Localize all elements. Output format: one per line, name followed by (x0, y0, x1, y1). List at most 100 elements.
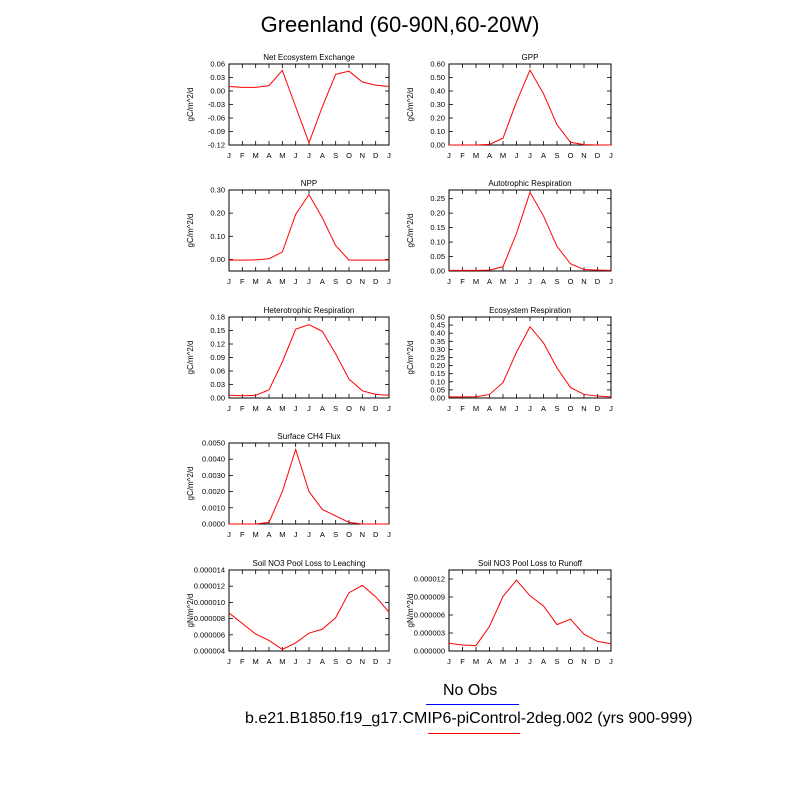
y-tick-label: 0.10 (210, 232, 225, 241)
x-tick-label: J (528, 151, 532, 160)
y-tick-label: 0.00 (430, 267, 445, 276)
plot-frame (228, 442, 390, 525)
legend: No Obs b.e21.B1850.f19_g17.CMIP6-piContr… (0, 680, 800, 740)
x-tick-label: D (595, 657, 601, 666)
x-tick-label: J (515, 277, 519, 286)
y-axis-label: gC/m^2/d (406, 88, 415, 122)
y-tick-label: 0.000006 (194, 630, 225, 639)
y-tick-label: 0.0030 (202, 471, 225, 480)
y-tick-label: 0.0020 (202, 487, 225, 496)
y-tick-label: 0.000012 (194, 582, 225, 591)
chart-panel: Autotrophic Respiration 0.00 0.05 0.10 0.15 0… (406, 179, 613, 286)
x-tick-label: M (253, 657, 259, 666)
plot-frame (228, 569, 390, 652)
series-line (228, 324, 390, 397)
series-line (449, 325, 612, 398)
y-tick-label: 0.00 (430, 394, 445, 403)
x-tick-label: N (581, 657, 586, 666)
x-tick-label: J (528, 277, 532, 286)
y-tick-label: 0.25 (430, 194, 445, 203)
y-tick-label: 0.000003 (414, 629, 445, 638)
x-tick-label: D (373, 657, 379, 666)
x-tick-label: M (279, 404, 285, 413)
x-tick-label: D (373, 151, 379, 160)
x-tick-label: J (294, 530, 298, 539)
x-tick-label: J (387, 404, 391, 413)
chart-panel: Net Ecosystem Exchange -0.12 -0.09 -0.06 -0.… (186, 53, 391, 160)
x-tick-label: O (346, 404, 352, 413)
y-tick-label: 0.000009 (414, 593, 445, 602)
x-tick-label: J (307, 404, 311, 413)
x-tick-label: D (373, 404, 379, 413)
x-tick-label: M (253, 151, 259, 160)
chart-panel: Heterotrophic Respiration 0.00 0.03 0.06 0.0… (186, 306, 391, 413)
x-tick-label: A (487, 277, 492, 286)
panel-title: Net Ecosystem Exchange (263, 53, 355, 62)
x-tick-label: A (320, 404, 325, 413)
y-tick-label: 0.20 (210, 209, 225, 218)
x-tick-label: A (266, 277, 271, 286)
y-tick-label: 0.000006 (414, 611, 445, 620)
x-tick-label: A (266, 530, 271, 539)
y-tick-label: 0.20 (430, 209, 445, 218)
y-tick-label: 0.40 (430, 87, 445, 96)
x-tick-label: D (373, 277, 379, 286)
x-tick-label: D (595, 404, 601, 413)
x-tick-label: A (266, 151, 271, 160)
x-tick-label: D (373, 530, 379, 539)
series-line (228, 584, 390, 650)
plot-frame (448, 189, 612, 272)
y-tick-label: 0.06 (210, 60, 225, 69)
y-tick-label: 0.10 (430, 377, 445, 386)
y-axis-label: gC/m^2/d (186, 214, 195, 248)
x-tick-label: F (240, 530, 245, 539)
x-tick-label: A (320, 277, 325, 286)
x-tick-label: J (387, 151, 391, 160)
y-tick-label: 0.06 (210, 367, 225, 376)
x-tick-label: J (294, 657, 298, 666)
x-tick-label: M (500, 657, 506, 666)
y-tick-label: 0.35 (430, 337, 445, 346)
y-tick-label: 0.10 (430, 238, 445, 247)
legend-model-line (428, 733, 520, 734)
legend-obs-line (426, 704, 519, 705)
series-line (449, 191, 612, 271)
x-tick-label: F (240, 277, 245, 286)
x-tick-label: S (333, 404, 338, 413)
x-tick-label: M (253, 530, 259, 539)
x-tick-label: J (294, 151, 298, 160)
x-tick-label: N (581, 404, 586, 413)
y-axis-label: gC/m^2/d (406, 214, 415, 248)
x-tick-label: F (460, 404, 465, 413)
y-tick-label: 0.00 (430, 141, 445, 150)
y-tick-label: 0.50 (430, 73, 445, 82)
x-tick-label: A (487, 657, 492, 666)
chart-panel: Ecosystem Respiration0.000.050.100.150.2… (406, 306, 613, 413)
x-tick-label: F (240, 404, 245, 413)
x-tick-label: O (568, 151, 574, 160)
plot-frame (228, 316, 390, 399)
x-tick-label: J (227, 151, 231, 160)
x-tick-label: M (253, 404, 259, 413)
x-tick-label: J (227, 530, 231, 539)
panel-title: GPP (522, 53, 539, 62)
chart-panel: Soil NO3 Pool Loss to Runoff 0.000000 0.00… (406, 559, 613, 666)
x-tick-label: N (360, 657, 365, 666)
panel-title: Surface CH4 Flux (277, 432, 340, 441)
chart-panel: Soil NO3 Pool Loss to Leaching 0.000004 0.… (186, 559, 391, 666)
x-tick-label: J (609, 404, 613, 413)
x-tick-label: N (360, 277, 365, 286)
y-axis-label: gC/m^2/d (186, 88, 195, 122)
x-tick-label: O (346, 530, 352, 539)
y-tick-label: 0.30 (430, 100, 445, 109)
series-line (229, 193, 389, 261)
panel-title: Soil NO3 Pool Loss to Leaching (253, 559, 366, 568)
y-tick-label: 0.15 (430, 369, 445, 378)
y-tick-label: 0.30 (430, 345, 445, 354)
x-tick-label: J (447, 277, 451, 286)
x-tick-label: O (346, 277, 352, 286)
x-tick-label: S (333, 277, 338, 286)
x-tick-label: O (346, 151, 352, 160)
